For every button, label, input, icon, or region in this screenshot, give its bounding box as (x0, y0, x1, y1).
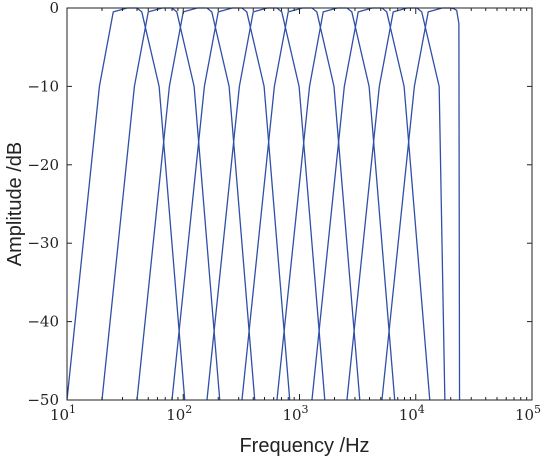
filter-band-line-10 (381, 7, 461, 400)
y-tick-label: −40 (27, 313, 59, 331)
x-tick-label: 102 (166, 403, 192, 424)
y-tick-label: −10 (27, 77, 59, 95)
x-tick-label: 105 (515, 403, 541, 424)
x-axis-label: Frequency /Hz (239, 435, 369, 457)
y-tick-label: −30 (27, 234, 59, 252)
y-axis-label: Amplitude /dB (4, 142, 26, 267)
y-tick-label: −20 (27, 156, 59, 174)
filter-band-line-9 (346, 7, 446, 400)
plot-area (67, 7, 461, 400)
y-tick-label: 0 (49, 0, 59, 17)
filter-band-line-2 (101, 7, 221, 400)
axes-frame (66, 7, 533, 401)
x-tick-label: 103 (282, 403, 308, 424)
x-tick-label: 104 (399, 403, 425, 424)
y-tick-label: −50 (27, 391, 59, 409)
filter-band-line-1 (67, 7, 186, 400)
x-tick-label: 101 (50, 403, 76, 424)
